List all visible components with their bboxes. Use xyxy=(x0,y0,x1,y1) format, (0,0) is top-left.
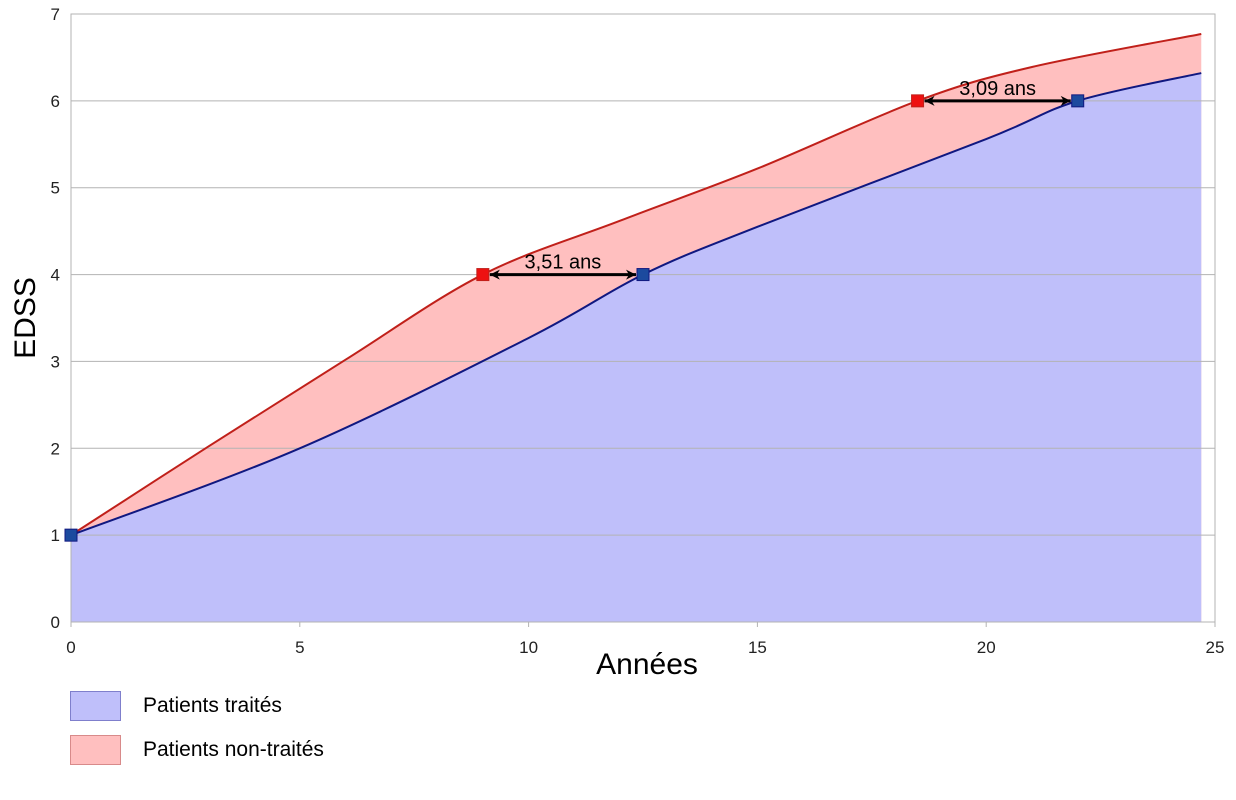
x-tick-label: 15 xyxy=(748,638,767,657)
line-untreated xyxy=(70,32,1202,536)
line-treated xyxy=(70,72,1202,537)
legend-swatch-untreated xyxy=(70,734,121,765)
marker-untreated xyxy=(911,94,925,108)
legend-label-untreated: Patients non-traités xyxy=(143,737,324,761)
area-treated xyxy=(71,73,1202,622)
x-tick-label: 25 xyxy=(1206,638,1225,657)
y-tick-label: 5 xyxy=(51,179,60,198)
x-tick-label: 5 xyxy=(295,638,304,657)
y-tick-label: 6 xyxy=(51,92,60,111)
x-axis-title: Années xyxy=(596,648,698,681)
legend: Patients traités Patients non-traités xyxy=(70,689,324,777)
marker-treated xyxy=(636,268,650,282)
y-tick-label: 1 xyxy=(51,526,60,545)
y-tick-label: 7 xyxy=(51,5,60,24)
legend-item-treated: Patients traités xyxy=(70,689,324,722)
gap-label: 3,51 ans xyxy=(525,252,602,274)
x-tick-label: 0 xyxy=(66,638,75,657)
y-tick-label: 0 xyxy=(51,613,60,632)
legend-item-untreated: Patients non-traités xyxy=(70,733,324,766)
legend-label-treated: Patients traités xyxy=(143,693,282,717)
y-tick-label: 2 xyxy=(51,439,60,458)
marker-treated xyxy=(1071,94,1085,108)
x-tick-label: 20 xyxy=(977,638,996,657)
y-tick-label: 3 xyxy=(51,352,60,371)
marker-treated xyxy=(64,528,78,542)
gap-label: 3,09 ans xyxy=(959,78,1036,100)
y-axis-title: EDSS xyxy=(9,277,42,359)
x-tick-label: 10 xyxy=(519,638,538,657)
legend-swatch-treated xyxy=(70,690,121,721)
y-tick-label: 4 xyxy=(51,266,60,285)
marker-untreated xyxy=(476,268,490,282)
